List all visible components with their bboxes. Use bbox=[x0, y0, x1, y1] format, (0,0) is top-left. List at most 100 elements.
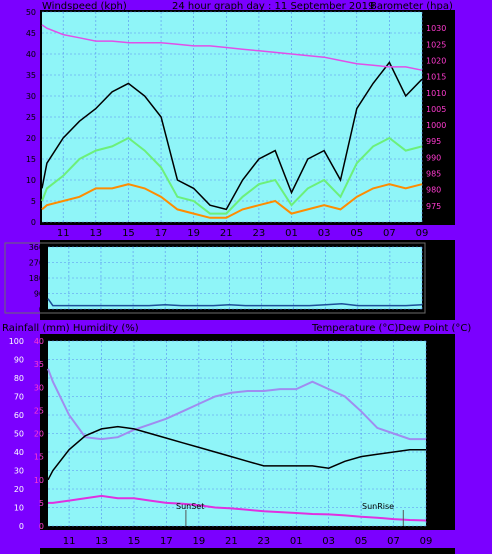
humidity-y-tick: 70 bbox=[14, 393, 24, 402]
lower-header-right: Temperature (°C)Dew Point (°C) bbox=[311, 323, 471, 334]
wind-grid bbox=[42, 11, 423, 223]
x-tick-label: 09 bbox=[416, 228, 429, 239]
barometer-y-tick: 1020 bbox=[426, 56, 446, 65]
wind-y-tick: 20 bbox=[26, 134, 36, 143]
humidity-line bbox=[47, 368, 426, 441]
x-tick-label: 09 bbox=[420, 536, 433, 547]
direction-panel-bg bbox=[48, 247, 422, 309]
temperature-line bbox=[47, 425, 426, 481]
x-tick-label: 21 bbox=[225, 536, 238, 547]
wind-series bbox=[41, 24, 423, 219]
barometer-line bbox=[41, 24, 423, 71]
x-tick-label: 07 bbox=[383, 228, 396, 239]
x-axis-band-3 bbox=[40, 530, 455, 548]
compass-label: N bbox=[436, 243, 443, 254]
humidity-y-tick: 10 bbox=[14, 504, 24, 513]
temperature-y-tick: 40 bbox=[430, 337, 440, 346]
x-tick-label: 15 bbox=[122, 228, 135, 239]
rainfall-y-tick: 25 bbox=[34, 406, 44, 415]
wind-y-tick: 0 bbox=[31, 218, 36, 227]
direction-y-tick: 180 bbox=[29, 274, 44, 283]
humidity-y-tick: 50 bbox=[14, 430, 24, 439]
humidity-y-tick: 0 bbox=[19, 522, 24, 531]
humidity-y-tick: 100 bbox=[9, 337, 24, 346]
temperature-y-tick: 15 bbox=[430, 453, 440, 462]
header-center: 24 hour graph day : 11 September 2019 bbox=[172, 1, 374, 12]
x-axis-band-1 bbox=[40, 225, 455, 240]
x-tick-label: 13 bbox=[89, 228, 102, 239]
x-tick-label: 19 bbox=[193, 536, 206, 547]
temperature-y-tick: 25 bbox=[430, 406, 440, 415]
x-ticks-top: 11 13 15 17 19 21 23 01 03 05 07 09 bbox=[57, 228, 429, 239]
wind-average-line bbox=[41, 136, 423, 215]
x-tick-label: 03 bbox=[318, 228, 331, 239]
x-tick-label: 11 bbox=[57, 228, 70, 239]
lower-header-left: Rainfall (mm) Humidity (%) bbox=[2, 323, 139, 334]
barometer-y-tick: 1010 bbox=[426, 89, 446, 98]
direction-panel-border bbox=[4, 242, 426, 314]
x-tick-label: 13 bbox=[95, 536, 108, 547]
wind-y-ticks: 0 5 10 15 20 25 30 35 40 45 50 bbox=[26, 8, 36, 227]
rainfall-y-ticks: 0 5 10 15 20 25 30 35 40 bbox=[34, 337, 44, 531]
humidity-y-tick: 30 bbox=[14, 467, 24, 476]
humidity-y-tick: 40 bbox=[14, 448, 24, 457]
x-tick-label: 01 bbox=[290, 536, 303, 547]
x-tick-label: 15 bbox=[128, 536, 141, 547]
frame-right bbox=[455, 0, 492, 554]
header-right: Barometer (hpa) bbox=[370, 1, 453, 12]
rainfall-y-tick: 0 bbox=[39, 522, 44, 531]
direction-y-tick: 360 bbox=[29, 243, 44, 252]
wind-y-tick: 5 bbox=[31, 197, 36, 206]
frame-left bbox=[0, 0, 40, 554]
x-tick-label: 17 bbox=[160, 536, 173, 547]
header-left: Windspeed (kph) bbox=[42, 1, 127, 12]
compass-label: S bbox=[436, 273, 442, 284]
wind-y-tick: 45 bbox=[26, 29, 36, 38]
barometer-y-tick: 980 bbox=[426, 186, 441, 195]
direction-y-tick: 90 bbox=[34, 290, 44, 299]
barometer-y-tick: 1030 bbox=[426, 24, 446, 33]
barometer-y-tick: 975 bbox=[426, 202, 441, 211]
rainfall-y-tick: 5 bbox=[39, 499, 44, 508]
x-tick-label: 03 bbox=[322, 536, 335, 547]
x-tick-label: 17 bbox=[155, 228, 168, 239]
temp-grid bbox=[48, 340, 427, 527]
wind-y-tick: 40 bbox=[26, 50, 36, 59]
x-tick-label: 11 bbox=[63, 536, 76, 547]
x-tick-label: 19 bbox=[187, 228, 200, 239]
rainfall-y-tick: 30 bbox=[34, 383, 44, 392]
barometer-y-tick: 985 bbox=[426, 170, 441, 179]
barometer-y-ticks: 975 980 985 990 995 1000 1005 1010 1015 1020 1025 1… bbox=[426, 24, 446, 211]
x-tick-label: 23 bbox=[253, 228, 266, 239]
barometer-y-tick: 1015 bbox=[426, 73, 446, 82]
dewpoint-line bbox=[48, 494, 427, 522]
rainfall-y-tick: 35 bbox=[34, 360, 44, 369]
sunrise-label: SunRise bbox=[362, 502, 394, 511]
temperature-y-tick: 20 bbox=[430, 430, 440, 439]
compass-label: E bbox=[436, 288, 442, 299]
wind-y-tick: 30 bbox=[26, 92, 36, 101]
rainfall-y-tick: 40 bbox=[34, 337, 44, 346]
rainfall-y-tick: 10 bbox=[34, 476, 44, 485]
compass-label: N bbox=[436, 303, 443, 314]
sunset-label: SunSet bbox=[176, 502, 204, 511]
wind-low-line bbox=[41, 183, 423, 219]
compass-label: W bbox=[436, 258, 446, 269]
wind-gust-line bbox=[41, 60, 423, 211]
direction-line bbox=[47, 298, 423, 307]
temp-series bbox=[47, 368, 427, 526]
temperature-y-ticks: 0 5 10 15 20 25 30 35 40 bbox=[430, 337, 440, 531]
barometer-y-tick: 1025 bbox=[426, 40, 446, 49]
wind-y-tick: 15 bbox=[26, 155, 36, 164]
barometer-y-tick: 995 bbox=[426, 137, 441, 146]
x-ticks-bottom: 11 13 15 17 19 21 23 01 03 05 07 09 bbox=[63, 536, 433, 547]
barometer-y-tick: 990 bbox=[426, 153, 441, 162]
wind-y-tick: 25 bbox=[26, 113, 36, 122]
temperature-y-tick: 10 bbox=[430, 476, 440, 485]
wind-y-tick: 50 bbox=[26, 8, 36, 17]
header-band bbox=[0, 0, 492, 10]
wind-y-tick: 35 bbox=[26, 71, 36, 80]
